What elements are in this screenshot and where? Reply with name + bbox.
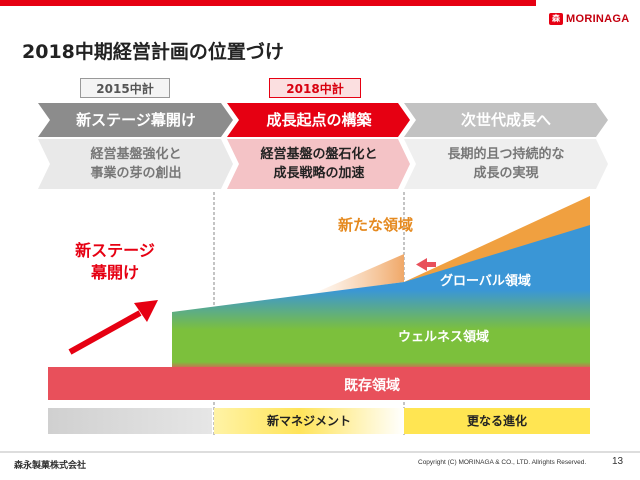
tag-2018-plan: 2018中計 [269, 78, 361, 98]
brand-name: MORINAGA [566, 13, 630, 25]
layer-new [404, 196, 590, 286]
footer-copyright: Copyright (C) MORINAGA & CO., LTD. Allri… [418, 459, 587, 466]
left-stage-label-line1: 新ステージ [75, 241, 155, 260]
phase-desc-box-3 [404, 139, 608, 189]
band-evolution [404, 408, 590, 434]
phase-desc-2: 経営基盤の盤石化と 成長戦略の加速 [236, 145, 402, 183]
page-title: 2018中期経営計画の位置づけ [22, 41, 284, 63]
global-domain-label: グローバル領域 [440, 274, 531, 289]
tag-2015-plan: 2015中計 [80, 78, 170, 98]
new-domain-label: 新たな領域 [338, 216, 414, 234]
band-left-gray [48, 408, 212, 434]
band-evolution-label: 更なる進化 [466, 414, 527, 428]
footer-company: 森永製菓株式会社 [14, 461, 87, 471]
phase-desc-1: 経営基盤強化と 事業の芽の創出 [48, 145, 224, 183]
phase-desc-box-1 [38, 139, 233, 189]
layer-global [172, 225, 590, 330]
top-accent-bar [0, 0, 640, 7]
layer-wellness [172, 330, 590, 370]
pointer-arrow-shaft [426, 262, 436, 267]
left-stage-label: 新ステージ 幕開け [60, 240, 170, 284]
phase-chevron-3 [404, 103, 608, 137]
phase-title-2: 成長起点の構築 [266, 111, 372, 129]
phase-title-1: 新ステージ幕開け [76, 111, 196, 129]
left-growth-arrow [68, 310, 142, 355]
left-growth-arrowhead [134, 300, 158, 322]
left-stage-label-line2: 幕開け [90, 263, 139, 282]
existing-domain-label: 既存領域 [344, 378, 400, 394]
phase-desc-box-2 [227, 139, 410, 189]
layer-new-gradient [310, 254, 404, 295]
phase-desc-1-line1: 経営基盤強化と [90, 147, 182, 162]
phase-desc-3-line2: 成長の実現 [473, 166, 539, 181]
layer-existing [48, 367, 590, 400]
morinaga-angel-icon: 森 [549, 13, 563, 25]
phase-desc-3: 長期的且つ持続的な 成長の実現 [414, 145, 598, 183]
phase-desc-2-line1: 経営基盤の盤石化と [260, 147, 378, 162]
phase-desc-3-line1: 長期的且つ持続的な [447, 147, 565, 162]
phase-chevron-2 [227, 103, 410, 137]
brand-logo: 森 MORINAGA [549, 13, 630, 25]
wellness-domain-label: ウェルネス領域 [398, 330, 490, 345]
page-number: 13 [612, 456, 624, 467]
phase-desc-1-line2: 事業の芽の創出 [90, 166, 182, 181]
band-management [214, 408, 404, 434]
pointer-arrow-icon [416, 258, 427, 271]
phase-chevron-1 [38, 103, 233, 137]
phase-title-3: 次世代成長へ [460, 111, 551, 129]
phase-desc-2-line2: 成長戦略の加速 [273, 166, 365, 181]
band-management-label: 新マネジメント [266, 414, 351, 428]
